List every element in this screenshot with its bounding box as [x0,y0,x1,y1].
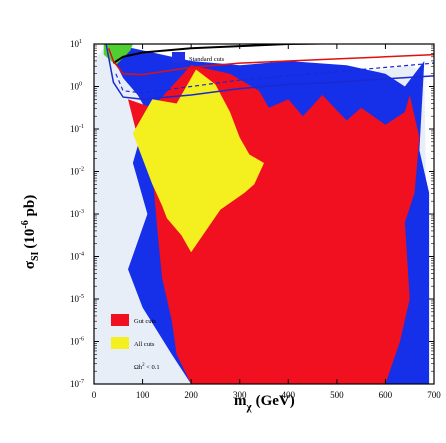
x-tick-label: 0 [92,390,97,400]
x-tick-label: 700 [427,390,441,400]
y-axis-label: σSI(10-6 pb) [20,195,41,269]
plot-regions [94,44,430,384]
x-tick-label: 600 [379,390,393,400]
legend-label-all-cuts: All cuts [134,341,155,348]
y-tick-label: 10-1 [70,124,84,134]
legend-lower: Gut cuts All cuts Ωh2 < 0.1 [111,314,160,372]
x-tick-label: 500 [330,390,344,400]
curve-dashed [115,62,434,94]
y-tick-label: 100 [70,82,82,92]
legend-swatch-relic-density [111,360,129,372]
legend-swatch-standard-cuts [172,52,185,63]
curve-blue [105,44,434,101]
x-tick-label: 200 [184,390,198,400]
x-tick-label: 400 [282,390,296,400]
region-green [103,44,133,66]
x-axis: 0 100 200 300 400 500 600 700 [92,44,441,400]
legend-swatch-all-cuts [111,337,129,349]
x-tick-label: 100 [136,390,150,400]
y-tick-label: 10-7 [70,379,84,389]
y-tick-label: 10-2 [70,167,84,177]
legend-label-relic-density: Ωh2 < 0.1 [134,363,160,371]
y-tick-label: 10-5 [70,294,84,304]
y-tick-label: 101 [70,39,82,49]
curve-red [107,48,434,76]
legend-upper: Standard cuts [172,52,225,63]
x-tick-label: 300 [233,390,247,400]
x-axis-label: mχ (GeV) [234,393,295,413]
legend-swatch-gut-cuts [111,314,129,326]
y-tick-label: 10-4 [70,252,84,262]
legend-label-standard-cuts: Standard cuts [189,56,225,63]
legend-label-gut-cuts: Gut cuts [134,318,156,325]
y-axis: 101 100 10-1 10-2 10-3 10-4 10-5 10-6 10-7 [70,39,434,389]
region-yellow [132,69,264,253]
y-tick-label: 10-6 [70,337,84,347]
y-tick-label: 10-3 [70,209,84,219]
